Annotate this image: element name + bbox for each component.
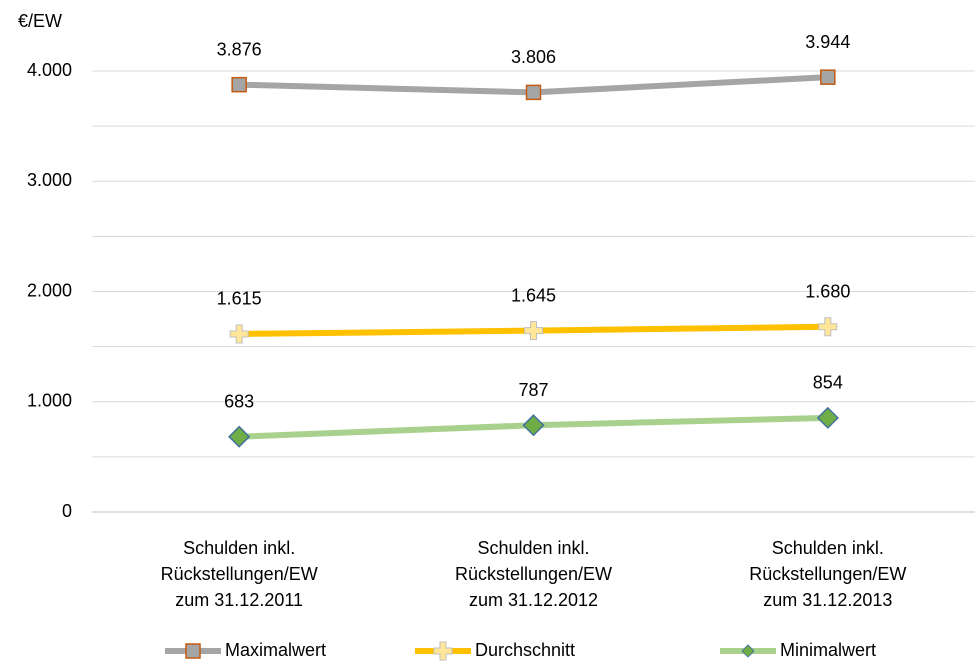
x-tick-label: Schulden inkl. <box>772 538 884 558</box>
data-label: 787 <box>518 380 548 400</box>
legend-label: Maximalwert <box>225 640 326 660</box>
x-tick-label: zum 31.12.2011 <box>175 590 303 610</box>
data-label: 854 <box>813 373 843 393</box>
x-tick-label: Schulden inkl. <box>477 538 589 558</box>
data-point <box>231 76 247 93</box>
data-label: 3.944 <box>805 32 850 52</box>
legend-label: Durchschnitt <box>475 640 575 660</box>
data-point <box>525 84 542 101</box>
y-tick-label: 0 <box>62 501 72 521</box>
data-label: 3.806 <box>511 47 556 67</box>
data-label: 1.645 <box>511 285 556 305</box>
x-tick-label: Rückstellungen/EW <box>749 564 906 584</box>
data-point <box>816 406 839 429</box>
legend-marker <box>185 643 201 659</box>
data-point <box>524 321 543 341</box>
data-point <box>228 425 251 448</box>
legend-label: Minimalwert <box>780 640 876 660</box>
x-tick-label: Rückstellungen/EW <box>161 564 318 584</box>
x-tick-label: Rückstellungen/EW <box>455 564 612 584</box>
data-label: 3.876 <box>217 39 262 59</box>
y-tick-label: 2.000 <box>27 280 72 300</box>
x-tick-label: zum 31.12.2012 <box>469 590 598 610</box>
data-point <box>229 324 249 344</box>
data-label: 1.680 <box>805 282 850 302</box>
data-point <box>818 317 838 337</box>
x-tick-label: zum 31.12.2013 <box>763 590 892 610</box>
y-tick-label: 1.000 <box>27 391 72 411</box>
x-tick-label: Schulden inkl. <box>183 538 295 558</box>
data-point <box>820 69 836 85</box>
data-label: 683 <box>224 391 254 411</box>
data-point <box>522 414 545 437</box>
y-tick-label: 4.000 <box>27 60 72 80</box>
data-label: 1.615 <box>217 289 262 309</box>
legend-marker <box>433 641 453 661</box>
y-unit: €/EW <box>18 11 62 31</box>
legend-marker <box>741 644 755 658</box>
y-tick-label: 3.000 <box>27 170 72 190</box>
